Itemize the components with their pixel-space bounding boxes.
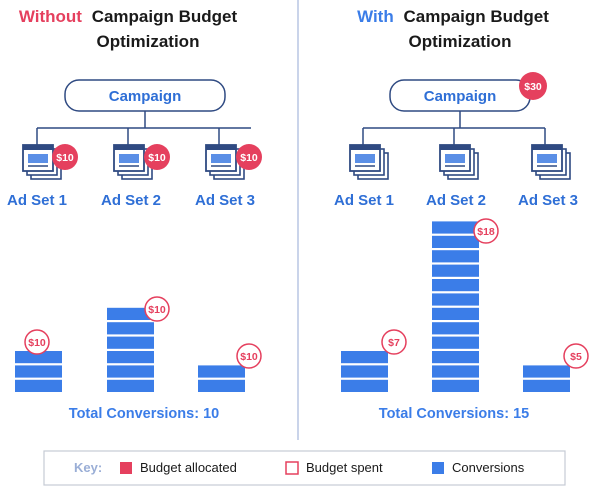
conversion-bar — [341, 351, 388, 392]
spent-value: $10 — [148, 304, 166, 316]
budget-spent-marker: $10 — [236, 343, 262, 369]
conversion-segment — [107, 365, 154, 378]
conversion-segment — [341, 351, 388, 364]
conversion-segment — [341, 365, 388, 378]
legend-title: Key: — [74, 460, 102, 475]
conversion-segment — [432, 307, 479, 320]
badge-value: $10 — [240, 152, 258, 164]
ad-set-label: Ad Set 3 — [195, 192, 255, 209]
campaign-label: Campaign — [424, 88, 497, 105]
conversion-bar — [15, 351, 62, 392]
conversion-segment — [523, 365, 570, 378]
conversion-segment — [107, 336, 154, 349]
conversion-segment — [15, 379, 62, 392]
conversion-segment — [432, 365, 479, 378]
panel-title-line2: Optimization — [409, 32, 512, 51]
conversion-bar — [107, 307, 154, 392]
badge-value: $10 — [56, 152, 74, 164]
campaign-tree-connectors — [362, 111, 546, 145]
conversion-segment — [15, 351, 62, 364]
badge-value: $10 — [148, 152, 166, 164]
conversion-bars — [341, 221, 570, 392]
conversion-bar — [523, 365, 570, 392]
spent-value: $18 — [477, 226, 495, 238]
campaign-label: Campaign — [109, 88, 182, 105]
legend-label: Budget allocated — [140, 460, 237, 475]
legend-swatch-spent — [285, 461, 299, 475]
conversion-segment — [15, 365, 62, 378]
legend-label: Conversions — [452, 460, 525, 475]
conversion-segment — [432, 250, 479, 263]
budget-spent-marker: $18 — [473, 218, 499, 244]
budget-allocated-badge: $10 — [52, 144, 78, 170]
conversion-bars — [15, 307, 245, 392]
panel-with-cbo: With Campaign Budget Optimization Campai… — [334, 7, 589, 422]
conversion-segment — [432, 322, 479, 335]
ad-set-label: Ad Set 2 — [101, 192, 161, 209]
conversion-segment — [432, 351, 479, 364]
spent-value: $10 — [240, 351, 258, 363]
ad-set-label: Ad Set 1 — [334, 192, 394, 209]
panel-title-rest: Campaign Budget — [92, 7, 238, 26]
total-conversions: Total Conversions: 10 — [69, 406, 219, 422]
budget-allocated-badge: $10 — [144, 144, 170, 170]
conversion-bar — [198, 365, 245, 392]
conversion-segment — [341, 379, 388, 392]
budget-spent-marker: $5 — [563, 343, 589, 369]
budget-allocated-badge: $10 — [236, 144, 262, 170]
conversion-segment — [432, 379, 479, 392]
budget-spent-marker: $7 — [381, 329, 407, 355]
campaign-budget-badge: $30 — [519, 72, 547, 100]
legend-key: Key: Budget allocated Budget spent Conve… — [43, 450, 566, 486]
ad-set-icon — [349, 144, 389, 180]
legend-swatch-allocated — [120, 462, 132, 474]
panel-title-accent: With — [357, 7, 394, 26]
conversion-segment — [432, 279, 479, 292]
spent-value: $5 — [570, 351, 582, 363]
spent-value: $10 — [28, 337, 46, 349]
ad-set-label: Ad Set 3 — [518, 192, 578, 209]
panel-title-rest: Campaign Budget — [403, 7, 549, 26]
conversion-segment — [107, 322, 154, 335]
conversion-segment — [432, 221, 479, 234]
conversion-segment — [107, 379, 154, 392]
panel-title-line2: Optimization — [97, 32, 200, 51]
conversion-segment — [432, 235, 479, 248]
conversion-bar — [432, 221, 479, 392]
panel-without-cbo: Without Campaign Budget Optimization Cam… — [7, 7, 262, 422]
panel-title-line1: Without Campaign Budget — [19, 7, 238, 26]
conversion-segment — [523, 379, 570, 392]
conversion-segment — [107, 351, 154, 364]
conversion-segment — [432, 264, 479, 277]
spent-value: $7 — [388, 337, 400, 349]
conversion-segment — [107, 307, 154, 320]
panel-title-line1: With Campaign Budget — [357, 7, 549, 26]
ad-set-icon — [439, 144, 479, 180]
badge-value: $30 — [524, 81, 542, 93]
ad-set-label: Ad Set 2 — [426, 192, 486, 209]
conversion-segment — [432, 293, 479, 306]
ad-set-icon — [113, 144, 153, 180]
legend-label: Budget spent — [306, 460, 383, 475]
conversion-segment — [432, 336, 479, 349]
ad-set-icon — [531, 144, 571, 180]
conversion-segment — [198, 379, 245, 392]
ad-set-label: Ad Set 1 — [7, 192, 67, 209]
budget-spent-marker: $10 — [24, 329, 50, 355]
legend-swatch-conversions — [432, 462, 444, 474]
conversion-segment — [198, 365, 245, 378]
ad-set-icons — [349, 144, 571, 180]
ad-set-icon — [205, 144, 245, 180]
total-conversions: Total Conversions: 15 — [379, 406, 529, 422]
panel-title-accent: Without — [19, 7, 82, 26]
budget-spent-marker: $10 — [144, 296, 170, 322]
campaign-tree-connectors — [36, 111, 251, 145]
